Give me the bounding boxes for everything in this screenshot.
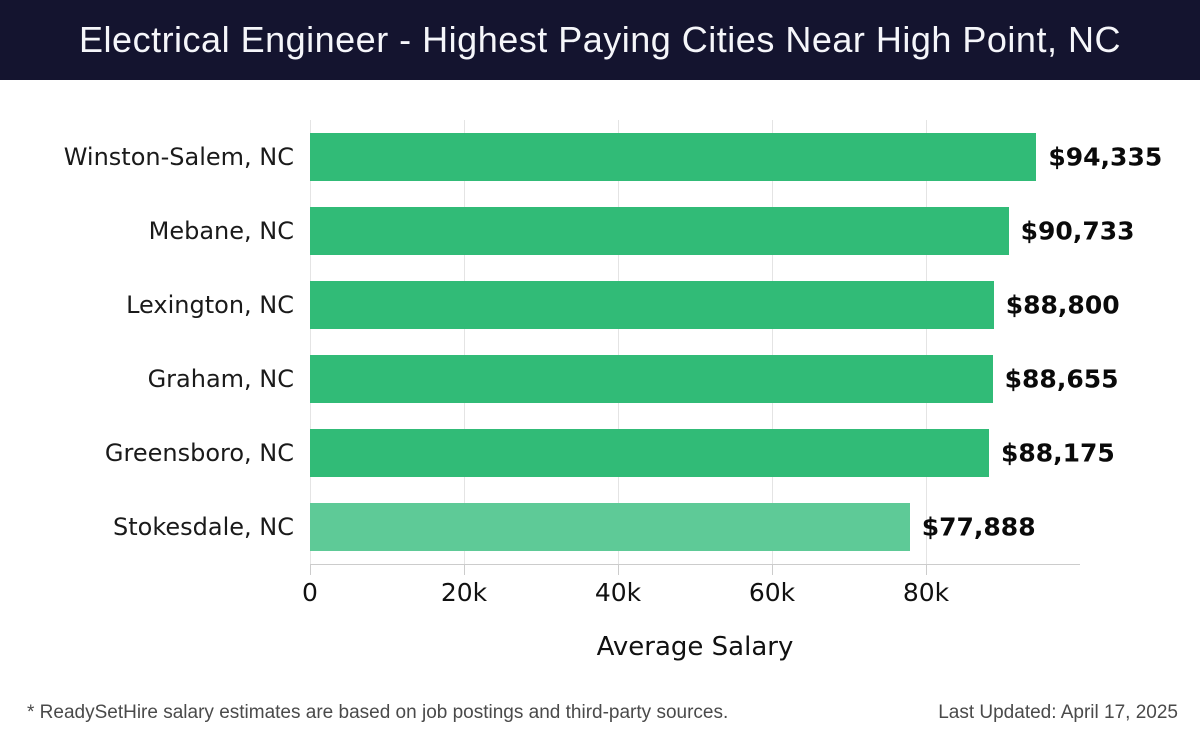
grid-layer [310, 120, 1080, 564]
bar [310, 133, 1037, 181]
bar-row: Graham, NC $88,655 [0, 342, 1200, 416]
bar-track: $88,655 [310, 355, 1119, 403]
bar-row: Winston-Salem, NC $94,335 [0, 120, 1200, 194]
x-axis-tick-label: 0 [302, 578, 318, 607]
bar-value-label: $77,888 [921, 512, 1036, 542]
x-axis-tick [926, 564, 927, 575]
bar-row: Lexington, NC $88,800 [0, 268, 1200, 342]
x-axis-tick [310, 564, 311, 575]
bar [310, 503, 910, 551]
bar-category-label: Graham, NC [147, 365, 294, 393]
x-axis-tick [772, 564, 773, 575]
bar-track: $88,175 [310, 429, 1115, 477]
grid-line [926, 120, 927, 564]
x-axis-tick-label: 80k [902, 578, 950, 607]
bar-row: Mebane, NC $90,733 [0, 194, 1200, 268]
x-axis-tick [618, 564, 619, 575]
bar-category-label: Mebane, NC [148, 217, 294, 245]
bar-value-label: $88,655 [1004, 364, 1119, 394]
bar [310, 429, 989, 477]
bar-track: $77,888 [310, 503, 1080, 551]
bar-category-label: Greensboro, NC [104, 439, 294, 467]
bar-category-label: Winston-Salem, NC [63, 143, 294, 171]
grid-line [310, 120, 311, 564]
bar-value-label: $88,175 [1000, 438, 1115, 468]
bar [310, 207, 1009, 255]
bar-track: $88,800 [310, 281, 1120, 329]
x-axis-ticks [310, 564, 1080, 575]
bar-value-label: $90,733 [1020, 216, 1135, 246]
bar-value-label: $94,335 [1048, 142, 1163, 172]
bar-category-label: Stokesdale, NC [113, 513, 294, 541]
bar-track: $94,335 [310, 133, 1162, 181]
grid-line [464, 120, 465, 564]
bar-chart: Winston-Salem, NC $94,335 Mebane, NC $90,73… [0, 120, 1200, 564]
last-updated: Last Updated: April 17, 2025 [938, 702, 1178, 723]
bar [310, 355, 993, 403]
x-axis-tick-labels: 0 20k 40k 60k 80k [302, 578, 1080, 608]
x-axis-line [310, 564, 1080, 565]
page-title: Electrical Engineer - Highest Paying Cit… [79, 19, 1121, 60]
footnote: * ReadySetHire salary estimates are base… [27, 702, 729, 723]
x-axis-label: Average Salary [596, 632, 794, 662]
bar-category-label: Lexington, NC [126, 291, 294, 319]
bar-row: Stokesdale, NC $77,888 [0, 490, 1200, 564]
x-axis-tick [464, 564, 465, 575]
x-axis-tick-label: 60k [748, 578, 796, 607]
grid-line [618, 120, 619, 564]
grid-line [772, 120, 773, 564]
bar-row: Greensboro, NC $88,175 [0, 416, 1200, 490]
bar [310, 281, 994, 329]
bar-value-label: $88,800 [1005, 290, 1120, 320]
bar-track: $90,733 [310, 207, 1135, 255]
x-axis-tick-label: 40k [594, 578, 642, 607]
x-axis-tick-label: 20k [440, 578, 488, 607]
header: Electrical Engineer - Highest Paying Cit… [0, 0, 1200, 80]
